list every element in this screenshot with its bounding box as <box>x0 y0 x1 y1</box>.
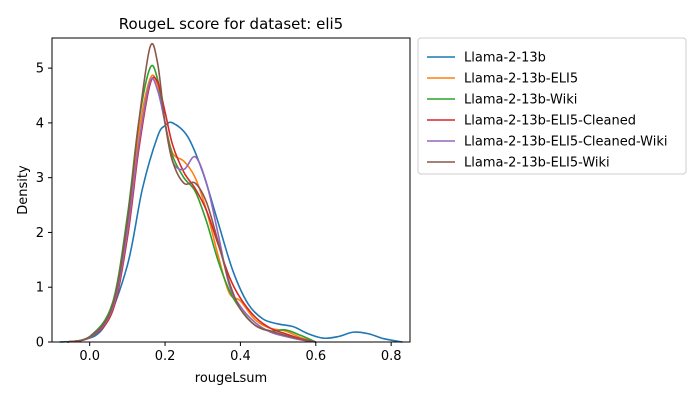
chart-title: RougeL score for dataset: eli5 <box>119 15 343 33</box>
x-tick-label: 0.8 <box>381 349 402 364</box>
plot-frame <box>51 37 411 343</box>
x-tick-label: 0.6 <box>305 349 326 364</box>
x-tick-label: 0.0 <box>79 349 100 364</box>
y-tick-label: 5 <box>36 62 44 77</box>
y-tick-label: 3 <box>36 171 44 186</box>
x-tick-label: 0.2 <box>155 349 176 364</box>
series-line-2 <box>66 74 317 343</box>
y-axis-label: Density <box>16 165 31 215</box>
x-axis-label: rougeLsum <box>195 371 267 386</box>
legend-label: Llama-2-13b <box>464 51 546 66</box>
plot-lines <box>59 42 403 343</box>
y-axis: 0 1 2 3 4 5 <box>36 62 52 351</box>
y-tick-label: 1 <box>36 281 44 296</box>
legend-label: Llama-2-13b-Wiki <box>464 93 577 108</box>
legend-label: Llama-2-13b-ELI5-Cleaned-Wiki <box>464 135 667 150</box>
series-line-4 <box>66 76 316 343</box>
series-line-5 <box>66 77 316 343</box>
x-axis: 0.0 0.2 0.4 0.6 0.8 <box>79 342 402 364</box>
legend: Llama-2-13b Llama-2-13b-ELI5 Llama-2-13b-W… <box>417 37 687 175</box>
series-line-6 <box>66 42 316 343</box>
y-tick-label: 2 <box>36 226 44 241</box>
legend-frame <box>417 37 687 175</box>
legend-label: Llama-2-13b-ELI5 <box>464 72 578 87</box>
series-line-3 <box>66 64 317 343</box>
legend-label: Llama-2-13b-ELI5-Cleaned <box>464 114 636 129</box>
y-tick-label: 4 <box>36 116 44 131</box>
y-tick-label: 0 <box>36 336 44 351</box>
legend-label: Llama-2-13b-ELI5-Wiki <box>464 156 610 171</box>
x-tick-label: 0.4 <box>230 349 251 364</box>
series-line-1 <box>59 121 403 343</box>
legend-entries: Llama-2-13b Llama-2-13b-ELI5 Llama-2-13b-W… <box>427 51 667 171</box>
